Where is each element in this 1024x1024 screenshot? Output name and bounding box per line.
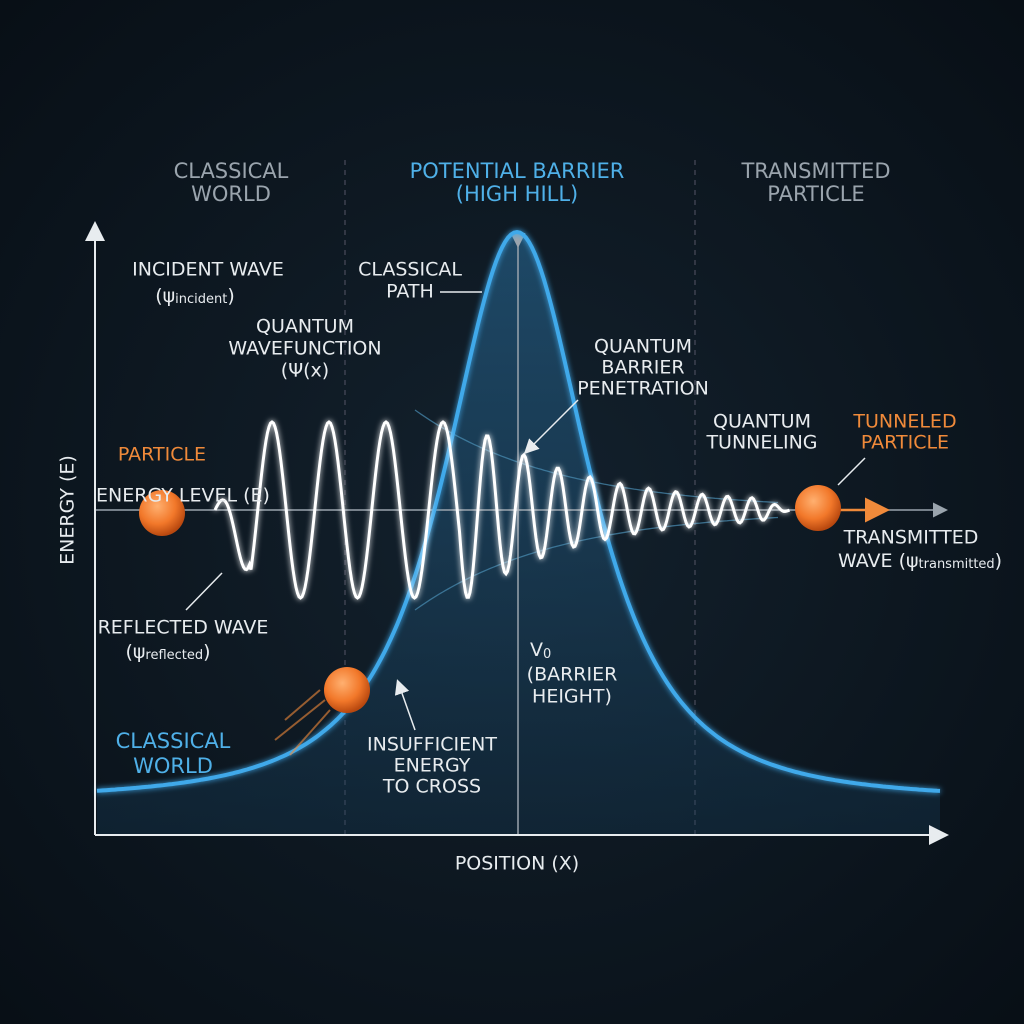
barrier-height-symbol: V0 [530, 639, 551, 662]
label: (Ψ(x) [281, 360, 329, 382]
label: CLASSICAL [116, 729, 231, 753]
symbol: WAVE (ψ [838, 550, 919, 572]
symbol-close: ) [227, 285, 234, 307]
x-axis-label: POSITION (X) [455, 853, 579, 875]
leader-lines [185, 291, 866, 731]
label: ENERGY LEVEL (E) [96, 485, 270, 507]
symbol: V [530, 639, 543, 661]
label: TRANSMITTED [843, 527, 979, 549]
envelope [414, 409, 779, 504]
label: CLASSICAL [358, 259, 462, 281]
label: PARTICLE [767, 182, 864, 206]
label: REFLECTED WAVE [98, 617, 269, 639]
label: WAVEFUNCTION [228, 338, 381, 360]
label: QUANTUM [713, 411, 811, 433]
subscript: 0 [543, 647, 551, 662]
potential-barrier [96, 229, 941, 793]
label: PARTICLE [118, 444, 206, 466]
wavefunction [213, 420, 791, 600]
label: CLASSICAL [174, 159, 289, 183]
label: POTENTIAL BARRIER [410, 159, 625, 183]
label: PATH [386, 281, 434, 303]
label: TUNNELED [852, 411, 956, 433]
label: INCIDENT WAVE [132, 259, 284, 281]
symbol-close: ) [203, 641, 210, 663]
label: QUANTUM [594, 336, 692, 358]
y-axis-label: ENERGY (E) [57, 455, 79, 565]
particle [139, 490, 185, 536]
transmitted-symbol: WAVE (ψtransmitted) [838, 550, 1002, 572]
label: INSUFFICIENT [367, 734, 497, 756]
subscript: transmitted [919, 557, 995, 572]
subscript: incident [175, 292, 227, 307]
label: WORLD [191, 182, 271, 206]
symbol: (ψ [125, 641, 145, 663]
label: HEIGHT) [532, 686, 612, 708]
label: TO CROSS [382, 776, 481, 798]
incident-symbol: (ψincident) [155, 285, 235, 307]
label: TUNNELING [705, 432, 817, 454]
particle [324, 667, 370, 713]
label: (HIGH HILL) [456, 182, 579, 206]
symbol: (ψ [155, 285, 175, 307]
label: PENETRATION [577, 378, 709, 400]
motion-trail [274, 689, 331, 756]
subscript: reflected [145, 648, 203, 663]
symbol-close: ) [995, 550, 1002, 572]
label: BARRIER [601, 357, 684, 379]
label: ENERGY [394, 755, 471, 777]
label: TRANSMITTED [740, 159, 890, 183]
label: QUANTUM [256, 316, 354, 338]
reflected-symbol: (ψreflected) [125, 641, 210, 663]
particle [795, 485, 841, 531]
label: WORLD [133, 754, 213, 778]
label: (BARRIER [527, 664, 618, 686]
label: PARTICLE [861, 432, 949, 454]
